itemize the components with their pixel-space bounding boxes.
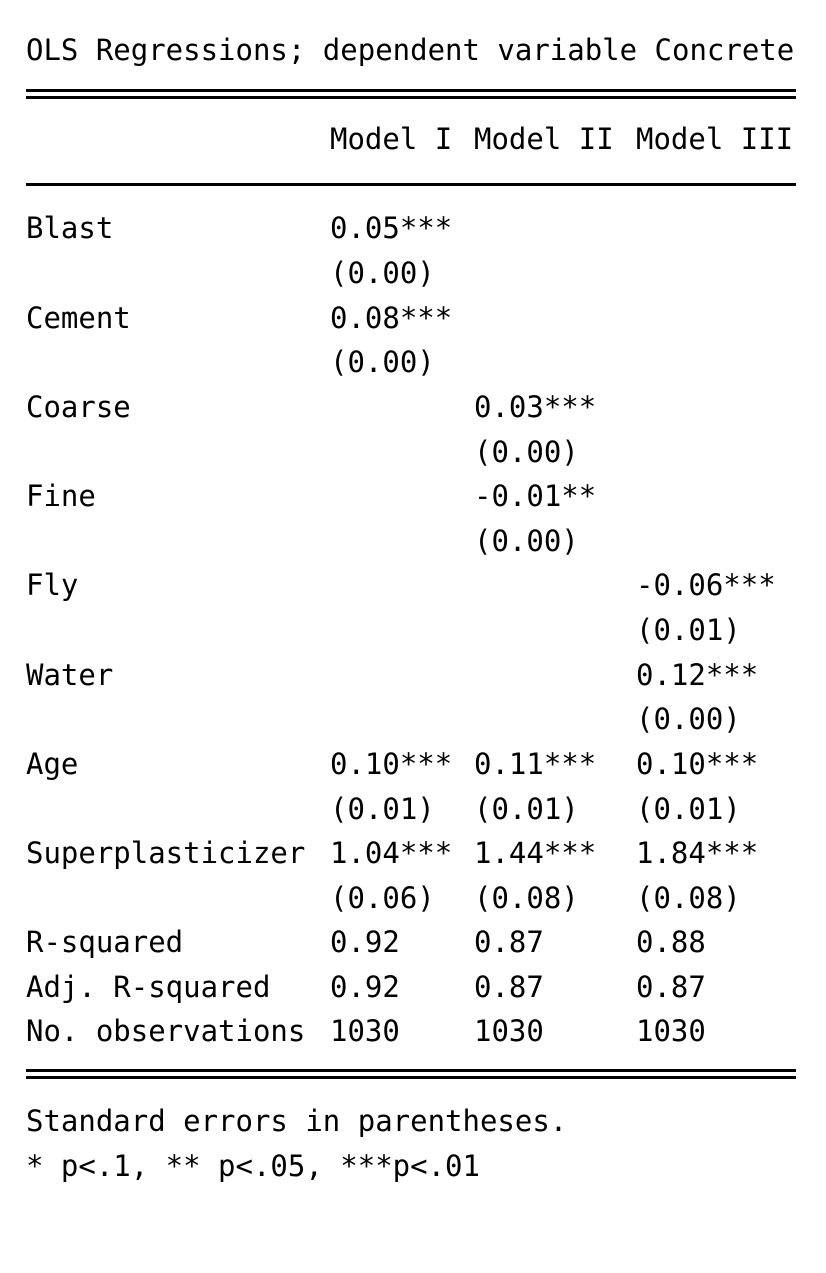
stats-row-observations: No. observations 1030 1030 1030	[26, 1009, 706, 1053]
coef-cell: -0.01**	[474, 479, 597, 513]
row-label: Superplasticizer	[26, 836, 306, 870]
stat-cell: 0.87	[636, 970, 706, 1004]
table-row-se: (0.00)	[26, 430, 579, 474]
header-rule	[26, 183, 796, 186]
se-cell: (0.01)	[474, 792, 579, 826]
table-row: Superplasticizer 1.04*** 1.44*** 1.84***	[26, 831, 758, 875]
se-cell: (0.01)	[636, 613, 741, 647]
top-rule	[26, 89, 796, 99]
se-cell: (0.08)	[474, 881, 579, 915]
se-cell: (0.08)	[636, 881, 741, 915]
stat-cell: 1030	[636, 1014, 706, 1048]
se-cell: (0.01)	[330, 792, 435, 826]
se-cell: (0.00)	[636, 702, 741, 736]
coef-cell: 0.10***	[636, 747, 759, 781]
bottom-rule	[26, 1069, 796, 1079]
table-row: Cement 0.08***	[26, 296, 452, 340]
table-row-se: (0.00)	[26, 697, 741, 741]
stat-cell: 1030	[474, 1014, 544, 1048]
stat-cell: 0.87	[474, 925, 544, 959]
row-label: No. observations	[26, 1014, 306, 1048]
table-row: Fly -0.06***	[26, 563, 776, 607]
table-row: Fine -0.01**	[26, 474, 596, 518]
row-label: Cement	[26, 301, 131, 335]
stat-cell: 0.92	[330, 970, 400, 1004]
coef-cell: 0.05***	[330, 211, 453, 245]
table-row-se: (0.01)	[26, 608, 741, 652]
column-header-model-2: Model II	[474, 122, 614, 156]
row-label: Coarse	[26, 390, 131, 424]
table-row: Age 0.10*** 0.11*** 0.10***	[26, 742, 758, 786]
se-cell: (0.00)	[474, 524, 579, 558]
coef-cell: 1.44***	[474, 836, 597, 870]
row-label: Fine	[26, 479, 96, 513]
table-row: Coarse 0.03***	[26, 385, 596, 429]
column-header-model-3: Model III	[636, 122, 794, 156]
row-label: Blast	[26, 211, 114, 245]
coef-cell: 0.12***	[636, 658, 759, 692]
footnote-significance: * p<.1, ** p<.05, ***p<.01	[26, 1149, 480, 1183]
coef-cell: 0.03***	[474, 390, 597, 424]
footnote-standard-errors: Standard errors in parentheses.	[26, 1104, 568, 1138]
coef-cell: 0.08***	[330, 301, 453, 335]
row-label: Fly	[26, 568, 79, 602]
table-row-se: (0.06) (0.08) (0.08)	[26, 876, 741, 920]
table-row-se: (0.00)	[26, 340, 435, 384]
table-row-se: (0.00)	[26, 251, 435, 295]
coef-cell: 1.84***	[636, 836, 759, 870]
stats-row-adj-r-squared: Adj. R-squared 0.92 0.87 0.87	[26, 965, 706, 1009]
table-row-se: (0.01) (0.01) (0.01)	[26, 787, 741, 831]
coef-cell: -0.06***	[636, 568, 776, 602]
stat-cell: 1030	[330, 1014, 400, 1048]
table-row-se: (0.00)	[26, 519, 579, 563]
stat-cell: 0.87	[474, 970, 544, 1004]
table-title: OLS Regressions; dependent variable Conc…	[26, 33, 795, 67]
se-cell: (0.06)	[330, 881, 435, 915]
coef-cell: 0.10***	[330, 747, 453, 781]
stat-cell: 0.92	[330, 925, 400, 959]
se-cell: (0.01)	[636, 792, 741, 826]
coef-cell: 0.11***	[474, 747, 597, 781]
row-label: Age	[26, 747, 79, 781]
se-cell: (0.00)	[474, 435, 579, 469]
se-cell: (0.00)	[330, 256, 435, 290]
table-row: Water 0.12***	[26, 653, 758, 697]
stats-row-r-squared: R-squared 0.92 0.87 0.88	[26, 920, 706, 964]
header-row: Model I Model II Model III	[26, 117, 793, 161]
stat-cell: 0.88	[636, 925, 706, 959]
row-label: R-squared	[26, 925, 184, 959]
column-header-model-1: Model I	[330, 122, 453, 156]
table-row: Blast 0.05***	[26, 206, 452, 250]
row-label: Adj. R-squared	[26, 970, 271, 1004]
row-label: Water	[26, 658, 114, 692]
coef-cell: 1.04***	[330, 836, 453, 870]
se-cell: (0.00)	[330, 345, 435, 379]
